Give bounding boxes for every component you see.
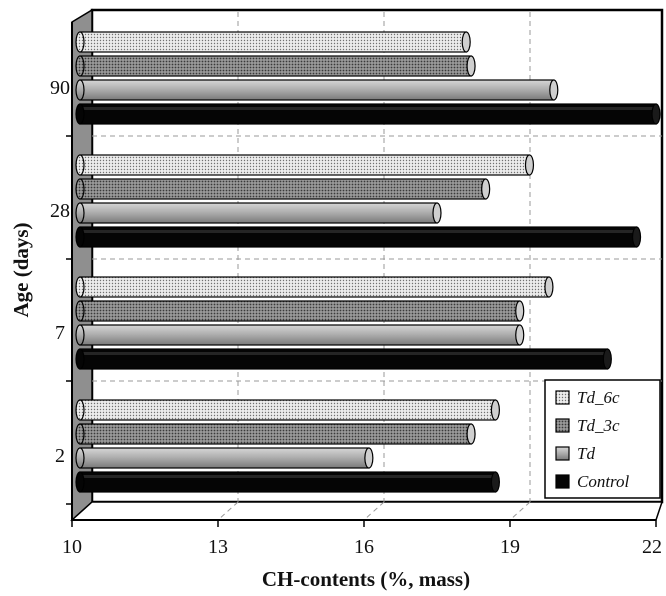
legend-swatch bbox=[555, 418, 570, 433]
bar-td-3c-age-90 bbox=[75, 55, 476, 77]
legend-item-td: Td bbox=[555, 444, 595, 463]
bar-td-age-7 bbox=[75, 324, 525, 346]
legend: Td_6c Td_3c Td Control bbox=[544, 379, 661, 499]
legend-swatch bbox=[555, 474, 570, 489]
bar-td-6c-age-7 bbox=[75, 276, 554, 298]
x-tick-label: 19 bbox=[500, 536, 520, 558]
y-tick-label: 2 bbox=[55, 445, 65, 467]
x-tick-label: 16 bbox=[354, 536, 374, 558]
bar-td-3c-age-2 bbox=[75, 423, 476, 445]
bar-td-age-28 bbox=[75, 202, 442, 224]
bar-td-6c-age-90 bbox=[75, 31, 471, 53]
legend-label: Td_3c bbox=[577, 416, 620, 435]
x-axis-title: CH-contents (%, mass) bbox=[262, 567, 470, 591]
legend-item-control: Control bbox=[555, 472, 630, 491]
x-tick-label: 10 bbox=[62, 536, 82, 558]
y-tick-label: 7 bbox=[55, 322, 65, 344]
bar-td-age-2 bbox=[75, 447, 374, 469]
bar-control-age-7 bbox=[75, 348, 612, 370]
grid-line-floor bbox=[509, 501, 531, 521]
legend-item-td-3c: Td_3c bbox=[555, 416, 620, 435]
legend-item-td-6c: Td_6c bbox=[555, 388, 620, 407]
x-tick-label: 22 bbox=[642, 536, 662, 558]
legend-label: Td bbox=[577, 444, 595, 463]
legend-swatch bbox=[555, 446, 570, 461]
y-tick-label: 90 bbox=[50, 77, 70, 99]
y-axis-title: Age (days) bbox=[9, 222, 33, 317]
bar-control-age-28 bbox=[75, 226, 642, 248]
y-tick-label: 28 bbox=[50, 200, 70, 222]
bar-control-age-90 bbox=[75, 103, 661, 125]
grid-line-floor bbox=[363, 501, 385, 521]
bar-td-3c-age-7 bbox=[75, 300, 525, 322]
x-tick-label: 13 bbox=[208, 536, 228, 558]
legend-swatch bbox=[555, 390, 570, 405]
bar-td-6c-age-2 bbox=[75, 399, 500, 421]
bar-td-6c-age-28 bbox=[75, 154, 535, 176]
bar-control-age-2 bbox=[75, 471, 500, 493]
bar-td-age-90 bbox=[75, 79, 559, 101]
grid-line-floor bbox=[217, 501, 239, 521]
bar-td-3c-age-28 bbox=[75, 178, 491, 200]
legend-label: Control bbox=[577, 472, 630, 491]
legend-label: Td_6c bbox=[577, 388, 620, 407]
bar-series-group bbox=[75, 31, 661, 493]
